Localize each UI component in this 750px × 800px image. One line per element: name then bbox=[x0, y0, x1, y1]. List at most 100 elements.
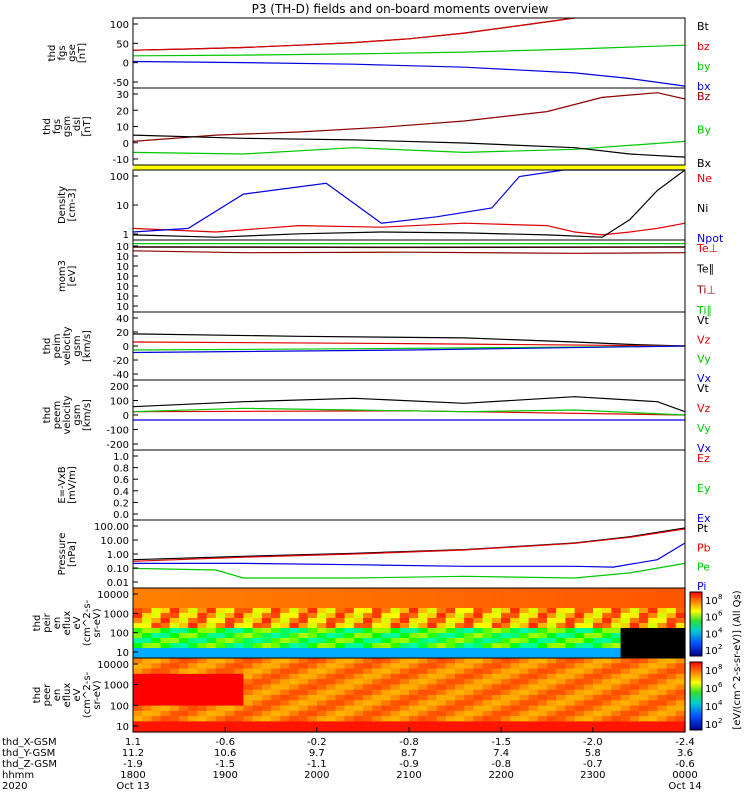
spectrogram-cell bbox=[501, 663, 511, 670]
spectrogram-cell bbox=[372, 695, 382, 701]
series-line-Bz bbox=[132, 92, 686, 142]
spectrogram-cell bbox=[510, 663, 520, 670]
spectrogram-cell bbox=[409, 710, 419, 717]
spectrogram-cell bbox=[372, 618, 382, 624]
spectrogram-cell bbox=[280, 700, 290, 707]
spectrogram-cell bbox=[317, 618, 327, 624]
spectrogram-cell bbox=[510, 668, 520, 675]
spectrogram-cell bbox=[372, 668, 382, 675]
spectrogram-cell bbox=[675, 643, 686, 649]
spectrogram-cell bbox=[133, 716, 143, 722]
spectrogram-cell bbox=[620, 603, 631, 609]
spectrogram-cell bbox=[427, 653, 438, 659]
spectrogram-cell bbox=[225, 648, 235, 654]
spectrogram-cell bbox=[252, 638, 263, 644]
spectrogram-cell bbox=[629, 603, 640, 609]
spectrogram-cell bbox=[225, 679, 235, 685]
x-tick-label: 2200 bbox=[488, 770, 513, 781]
spectrogram-cell bbox=[335, 695, 346, 701]
spectrogram-cell bbox=[169, 673, 180, 680]
legend-entry-Te⊥: Te⊥ bbox=[696, 242, 718, 255]
spectrogram-cell bbox=[528, 633, 539, 639]
spectrogram-cell bbox=[418, 638, 428, 644]
spectrogram-cell bbox=[298, 726, 309, 733]
spectrogram-cell bbox=[519, 716, 530, 722]
spectrogram-cell bbox=[418, 623, 428, 629]
spectrogram-cell bbox=[179, 603, 189, 609]
spectrogram-cell bbox=[418, 618, 428, 624]
spectrogram-cell bbox=[547, 658, 557, 664]
spectrogram-cell bbox=[326, 673, 336, 680]
spectrogram-cell bbox=[620, 613, 631, 619]
spectrogram-cell bbox=[445, 648, 456, 654]
spectrogram-cell bbox=[390, 679, 401, 685]
spectrogram-cell bbox=[215, 598, 226, 604]
spectrogram-cell bbox=[335, 684, 346, 691]
spectrogram-cell bbox=[307, 628, 318, 634]
spectrogram-cell bbox=[363, 684, 373, 691]
spectrogram-cell bbox=[565, 695, 576, 701]
spectrogram-cell bbox=[455, 588, 465, 594]
spectrogram-cell bbox=[519, 679, 530, 685]
y-tick-label: 100 bbox=[110, 629, 129, 640]
spectrogram-cell bbox=[399, 593, 410, 599]
spectrogram-cell bbox=[399, 689, 410, 696]
y-tick-label: 10000 bbox=[97, 590, 129, 601]
spectrogram-cell bbox=[289, 679, 300, 685]
spectrogram-cell bbox=[602, 721, 612, 728]
spectrogram-cell bbox=[280, 598, 290, 604]
spectrogram-cell bbox=[243, 695, 254, 701]
spectrogram-cell bbox=[271, 721, 281, 728]
spectrogram-cell bbox=[225, 658, 235, 664]
spectrogram-cell bbox=[583, 726, 594, 733]
spectrogram-cell bbox=[620, 588, 631, 594]
spectrogram-cell bbox=[188, 721, 198, 728]
spectrogram-cell bbox=[648, 658, 658, 664]
spectrogram-cell bbox=[280, 658, 290, 664]
y-tick-label: 0 bbox=[123, 342, 129, 353]
spectrogram-cell bbox=[317, 673, 327, 680]
spectrogram-cell bbox=[335, 663, 346, 670]
spectrogram-cell bbox=[160, 648, 171, 654]
spectrogram-cell bbox=[565, 623, 576, 629]
spectrogram-cell bbox=[602, 689, 612, 696]
spectrogram-cell bbox=[381, 623, 392, 629]
y-tick-label: 0.8 bbox=[113, 464, 129, 475]
series-line-Vx bbox=[132, 345, 686, 354]
spectrogram-cell bbox=[473, 726, 484, 733]
spectrogram-cell bbox=[510, 588, 520, 594]
spectrogram-cell bbox=[225, 700, 235, 707]
x-tick-label: 1800 bbox=[120, 770, 145, 781]
spectrogram-cell bbox=[353, 593, 364, 599]
spectrogram-cell bbox=[528, 673, 539, 680]
spectrogram-cell bbox=[335, 710, 346, 717]
spectrogram-cell bbox=[501, 638, 511, 644]
x-tick-label: -1.9 bbox=[123, 759, 143, 770]
x-tick-label: -1.5 bbox=[215, 759, 235, 770]
spectrogram-cell bbox=[289, 638, 300, 644]
spectrogram-cell bbox=[280, 716, 290, 722]
spectrogram-cell bbox=[436, 689, 447, 696]
spectrogram-cell bbox=[197, 673, 208, 680]
spectrogram-cell bbox=[537, 658, 548, 664]
spectrogram-cell bbox=[547, 623, 557, 629]
series-line-Ni bbox=[132, 169, 686, 238]
spectrogram-cell bbox=[666, 705, 677, 712]
spectrogram-cell bbox=[169, 638, 180, 644]
spectrogram-cell bbox=[307, 643, 318, 649]
spectrogram-cell bbox=[455, 721, 465, 728]
spectrogram-cell bbox=[593, 721, 603, 728]
spectrogram-cell bbox=[583, 603, 594, 609]
spectrogram-cell bbox=[482, 638, 493, 644]
spectrogram-cell bbox=[179, 668, 189, 675]
y-tick-label: 100 bbox=[110, 701, 129, 712]
spectrogram-cell bbox=[648, 663, 658, 670]
spectrogram-cell bbox=[629, 721, 640, 728]
y-axis-label: gsm bbox=[72, 335, 83, 356]
x-tick-label: -0.8 bbox=[399, 737, 419, 748]
legend-entry-Vz: Vz bbox=[697, 402, 711, 415]
spectrogram-cell bbox=[464, 598, 474, 604]
spectrogram-cell bbox=[390, 716, 401, 722]
